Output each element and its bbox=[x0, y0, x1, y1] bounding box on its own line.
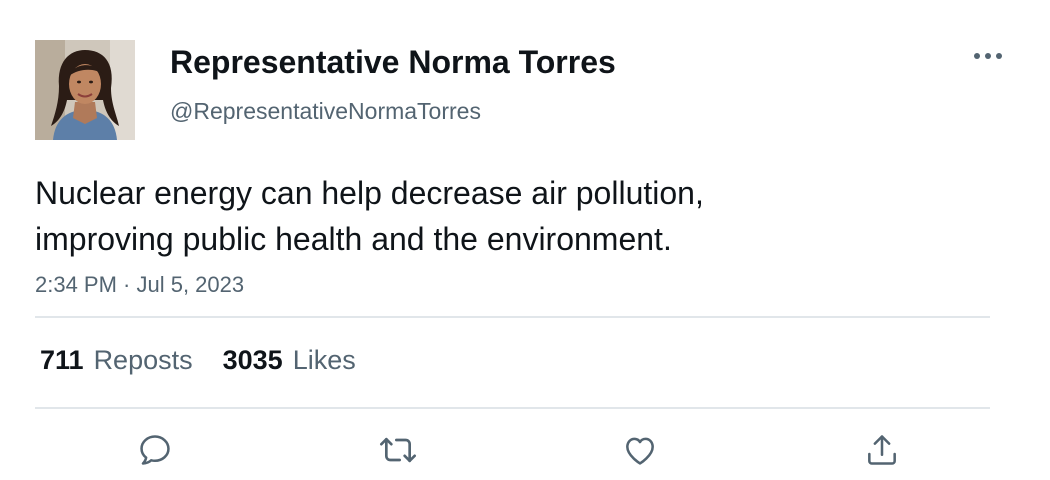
like-icon bbox=[626, 437, 654, 465]
likes-label: Likes bbox=[292, 345, 356, 375]
reposts-label: Reposts bbox=[93, 345, 193, 375]
more-options-button[interactable] bbox=[968, 40, 1008, 72]
avatar[interactable] bbox=[35, 40, 135, 140]
share-button[interactable] bbox=[860, 428, 904, 472]
reposts-stat[interactable]: 711 Reposts bbox=[40, 340, 193, 380]
reply-icon bbox=[140, 435, 170, 465]
engagement-stats: 711 Reposts 3035 Likes bbox=[40, 340, 356, 380]
likes-count: 3035 bbox=[222, 345, 283, 375]
tweet-text: Nuclear energy can help decrease air pol… bbox=[35, 170, 995, 262]
divider bbox=[35, 316, 990, 318]
like-button[interactable] bbox=[618, 428, 662, 472]
repost-button[interactable] bbox=[376, 428, 420, 472]
likes-stat[interactable]: 3035 Likes bbox=[223, 340, 356, 380]
divider bbox=[35, 407, 990, 409]
more-horizontal-icon bbox=[974, 53, 1002, 59]
share-icon bbox=[868, 435, 896, 465]
reply-button[interactable] bbox=[133, 428, 177, 472]
reposts-count: 711 bbox=[40, 345, 84, 375]
avatar-image bbox=[35, 40, 135, 140]
user-handle[interactable]: @RepresentativeNormaTorres bbox=[170, 98, 481, 124]
tweet-timestamp[interactable]: 2:34 PM · Jul 5, 2023 bbox=[35, 272, 245, 297]
repost-icon bbox=[380, 437, 416, 463]
tweet-text-line: Nuclear energy can help decrease air pol… bbox=[35, 175, 704, 211]
display-name[interactable]: Representative Norma Torres bbox=[170, 44, 616, 80]
tweet-text-line: improving public health and the environm… bbox=[35, 221, 672, 257]
